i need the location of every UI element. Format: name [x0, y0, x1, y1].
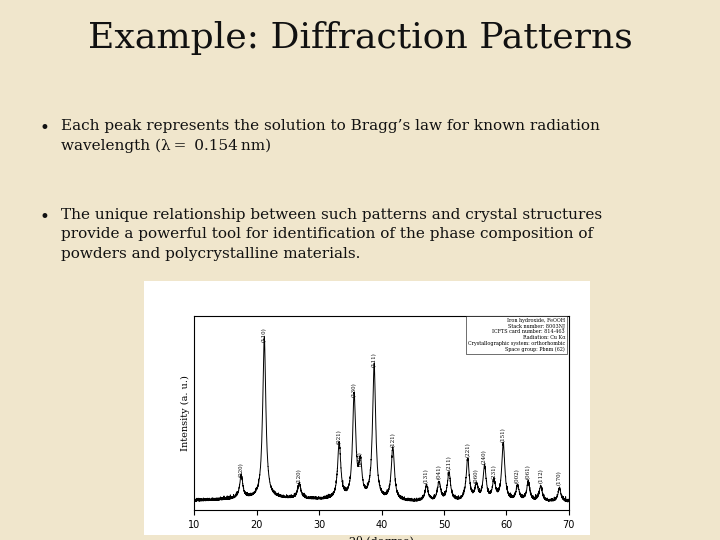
Text: (120): (120)	[297, 468, 302, 483]
Text: (121): (121)	[390, 433, 395, 447]
Text: (211): (211)	[446, 455, 451, 470]
Y-axis label: Intensity (a. u.): Intensity (a. u.)	[181, 375, 190, 451]
Text: •: •	[40, 119, 50, 137]
Text: (041): (041)	[436, 464, 441, 480]
Text: (110): (110)	[261, 327, 267, 342]
Text: (060): (060)	[474, 468, 479, 483]
Text: Each peak represents the solution to Bragg’s law for known radiation
wavelength : Each peak represents the solution to Bra…	[61, 119, 600, 153]
Text: (131): (131)	[424, 468, 429, 483]
Text: (021): (021)	[336, 429, 342, 444]
Text: (002): (002)	[515, 468, 521, 483]
Text: (240): (240)	[482, 449, 487, 464]
X-axis label: 2θ (degree): 2θ (degree)	[349, 536, 414, 540]
Text: (020): (020)	[238, 463, 244, 477]
Text: Iron hydroxide, FeOOH
Stack number: 8003NJ
ICFTS card number: 814-463
Radiation:: Iron hydroxide, FeOOH Stack number: 8003…	[468, 318, 565, 352]
Text: (170): (170)	[557, 470, 562, 485]
Text: (061): (061)	[526, 464, 531, 480]
Text: (130): (130)	[351, 382, 356, 397]
Text: (221): (221)	[465, 442, 470, 457]
Text: (231): (231)	[491, 464, 497, 480]
Text: (111): (111)	[372, 352, 377, 367]
Text: (112): (112)	[538, 468, 544, 483]
Text: (140): (140)	[358, 451, 363, 466]
Text: (151): (151)	[500, 427, 506, 442]
Text: •: •	[40, 208, 50, 226]
Text: Example: Diffraction Patterns: Example: Diffraction Patterns	[88, 21, 632, 55]
Text: The unique relationship between such patterns and crystal structures
provide a p: The unique relationship between such pat…	[61, 208, 603, 261]
